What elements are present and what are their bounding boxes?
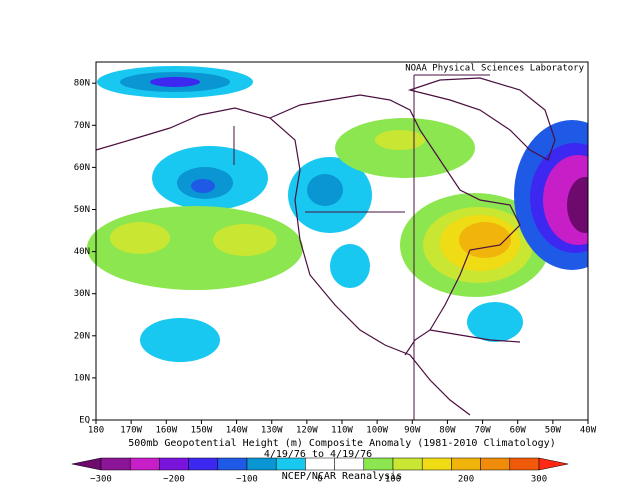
lat-label: 10N xyxy=(74,373,90,383)
lon-label: 40W xyxy=(580,426,597,436)
lon-label: 90W xyxy=(404,426,421,436)
mask xyxy=(588,62,640,422)
colorbar-segment xyxy=(392,457,423,471)
colorbar-segment xyxy=(480,457,511,471)
lon-label: 80W xyxy=(439,426,456,436)
contour xyxy=(150,77,200,87)
lon-label: 70W xyxy=(474,426,491,436)
lon-label: 180 xyxy=(88,426,104,436)
anomaly-contours xyxy=(87,62,640,422)
lat-label: 20N xyxy=(74,331,90,341)
map-title: 500mb Geopotential Height (m) Composite … xyxy=(128,438,555,449)
colorbar-segment xyxy=(334,457,365,471)
contour xyxy=(307,174,343,206)
colorbar-end xyxy=(71,457,102,471)
colorbar-label: 200 xyxy=(458,475,474,485)
colorbar-label: 300 xyxy=(531,475,547,485)
lon-label: 50W xyxy=(545,426,562,436)
lon-label: 100W xyxy=(366,426,388,436)
colorbar-segment xyxy=(509,457,540,471)
contour xyxy=(191,179,215,193)
colorbar-segment xyxy=(129,457,160,471)
coastline xyxy=(429,329,521,343)
colorbar-segment xyxy=(188,457,219,471)
colorbar-label: −200 xyxy=(163,475,185,485)
contour xyxy=(213,224,277,256)
contour xyxy=(375,130,425,150)
data-source: NCEP/NCAR Reanalysis xyxy=(282,471,402,482)
coastline xyxy=(407,77,556,161)
colorbar-segment xyxy=(363,457,394,471)
colorbar-label: −100 xyxy=(236,475,258,485)
lat-label: 70N xyxy=(74,121,90,131)
colorbar-segment xyxy=(305,457,335,471)
lon-label: 130W xyxy=(261,426,283,436)
contour xyxy=(330,244,370,288)
colorbar-end xyxy=(538,457,569,471)
lon-label: 150W xyxy=(191,426,213,436)
contour xyxy=(140,318,220,362)
colorbar-label: −300 xyxy=(90,475,112,485)
colorbar-segment xyxy=(275,457,306,471)
date-range: 4/19/76 to 4/19/76 xyxy=(264,449,372,460)
lon-label: 60W xyxy=(510,426,527,436)
borders xyxy=(233,74,490,420)
lon-label: 120W xyxy=(296,426,318,436)
lon-label: 170W xyxy=(120,426,142,436)
colorbar-segment xyxy=(217,457,248,471)
colorbar-segment xyxy=(159,457,189,471)
colorbar-label: 0 xyxy=(317,475,322,485)
lon-label: 160W xyxy=(155,426,177,436)
contour xyxy=(110,222,170,254)
lat-label: EQ xyxy=(79,416,90,426)
coastline xyxy=(95,107,471,416)
lat-label: 40N xyxy=(74,247,90,257)
contour xyxy=(467,302,523,342)
lon-label: 110W xyxy=(331,426,353,436)
colorbar-segment xyxy=(421,457,452,471)
colorbar-label: 100 xyxy=(385,475,401,485)
coastlines xyxy=(95,77,556,416)
colorbar-segment xyxy=(451,457,481,471)
lat-label: 80N xyxy=(74,79,90,89)
lat-label: 50N xyxy=(74,205,90,215)
lat-label: 30N xyxy=(74,289,90,299)
coastline xyxy=(269,94,521,356)
lon-label: 140W xyxy=(226,426,248,436)
colorbar-segment xyxy=(100,457,131,471)
credit: NOAA Physical Sciences Laboratory xyxy=(405,64,584,74)
lat-label: 60N xyxy=(74,163,90,173)
contour xyxy=(459,222,511,258)
colorbar-segment xyxy=(246,457,277,471)
